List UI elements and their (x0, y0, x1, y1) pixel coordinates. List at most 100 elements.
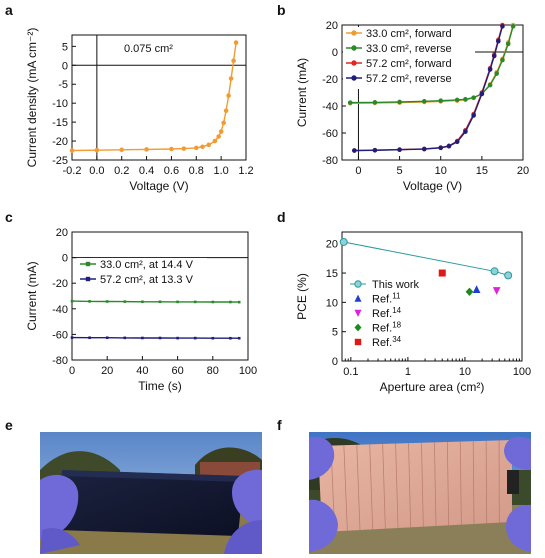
series-c-0 (70, 299, 241, 304)
legend-background-b (343, 27, 475, 89)
series-line-b-3 (354, 26, 504, 152)
data-point-b-3 (500, 24, 505, 29)
data-point-c-1 (158, 336, 162, 340)
x-tick-label-b: 5 (397, 165, 403, 177)
data-point-a-0 (206, 142, 212, 148)
legend-marker-d (354, 323, 362, 332)
y-tick-label-d: 5 (332, 327, 338, 339)
y-tick-label-b: -60 (322, 128, 338, 140)
plot-frame-c (71, 231, 249, 361)
series-line-b-1 (350, 26, 514, 104)
y-tick-label-d: 10 (326, 297, 338, 309)
data-point-a-0 (233, 40, 239, 45)
photo-f (309, 432, 531, 554)
x-tick-label-d: 1 (405, 366, 411, 378)
data-point-c-0 (105, 300, 109, 303)
y-tick-label-c: -40 (52, 304, 68, 316)
legend-superscript-d: 18 (392, 321, 401, 330)
junction-clip (507, 470, 519, 494)
series-d-1 (472, 285, 481, 293)
x-tick-label-d: 10 (459, 366, 471, 378)
series-line-c-0 (71, 300, 240, 303)
module-subcell-line (408, 443, 412, 528)
legend-label-c: 57.2 cm², at 13.3 V (100, 274, 194, 286)
legend-marker-d (354, 309, 362, 317)
data-point-b-1 (487, 82, 493, 88)
data-point-d-2 (492, 287, 501, 295)
data-point-b-1 (438, 98, 444, 104)
series-line-a-0 (71, 42, 237, 152)
legend-marker-b (351, 30, 357, 36)
data-point-a-0 (181, 146, 187, 151)
module-subcell-line (446, 441, 450, 526)
y-tick-label-b: -80 (322, 155, 338, 167)
series-line-c-1 (71, 336, 240, 339)
module-subcell-line (485, 440, 488, 524)
x-tick-label-a: 0.0 (89, 165, 104, 177)
y-tick-label-c: 20 (56, 227, 68, 239)
x-tick-label-a: 0.8 (189, 165, 204, 177)
panel-letter-c: c (5, 209, 13, 225)
legend-marker-d (354, 280, 362, 288)
x-tick-label-c: 40 (136, 365, 148, 377)
panel-letter-f: f (277, 417, 282, 433)
series-d-2 (492, 287, 501, 295)
data-point-c-0 (158, 300, 162, 304)
data-point-a-0 (144, 147, 149, 152)
data-point-c-1 (211, 336, 215, 340)
series-d-4 (438, 269, 446, 277)
glove-left-f (309, 436, 338, 552)
y-axis-label-c: Current (mA) (25, 261, 39, 330)
data-point-b-1 (494, 71, 499, 76)
x-tick-label-c: 100 (239, 365, 257, 377)
data-point-b-3 (479, 91, 485, 97)
module-subcell-line (369, 444, 374, 530)
legend-marker-b (351, 75, 357, 81)
legend-label-d: Ref.18 (372, 321, 402, 335)
y-tick-label-a: -10 (52, 98, 68, 110)
y-axis-label-a: Current density (mA cm⁻²) (25, 28, 39, 168)
y-axis-label-b: Current (mA) (295, 58, 309, 127)
y-tick-label-c: -80 (52, 355, 68, 367)
chart-d: 0.1 1 10 100 0 5 10 15 20 Aperture area (cm²) PCE … (295, 231, 531, 394)
data-point-d-3 (465, 287, 474, 297)
solar-module-dark (58, 470, 244, 536)
data-point-a-0 (223, 108, 229, 114)
series-d-3 (465, 287, 474, 297)
series-b-3 (352, 24, 505, 153)
x-tick-label-c: 20 (101, 365, 113, 377)
data-point-b-3 (454, 139, 460, 145)
data-point-a-0 (94, 147, 100, 153)
legend-superscript-d: 11 (392, 292, 401, 301)
data-point-a-0 (69, 148, 75, 153)
data-point-a-0 (169, 146, 174, 152)
x-tick-label-a: 1.2 (238, 165, 253, 177)
data-point-d-0 (339, 237, 348, 246)
data-point-a-0 (119, 147, 125, 153)
x-tick-label-a: 1.0 (213, 165, 228, 177)
series-d-0 (339, 237, 513, 280)
data-point-c-1 (237, 336, 241, 340)
legend-label-d: Ref.11 (372, 292, 401, 306)
legend-label-d: Ref.34 (372, 335, 402, 349)
x-tick-label-a: 0.2 (114, 165, 129, 177)
data-point-c-0 (176, 300, 179, 304)
data-point-a-0 (193, 145, 199, 151)
data-point-b-3 (397, 147, 402, 153)
data-point-b-3 (487, 67, 493, 72)
data-point-b-3 (491, 53, 497, 59)
legend-background-c (77, 258, 207, 290)
data-point-c-0 (141, 300, 144, 304)
data-point-b-3 (446, 143, 452, 149)
module-subcell-line (459, 441, 462, 525)
x-tick-label-b: 20 (517, 165, 529, 177)
y-tick-label-a: 0 (62, 60, 68, 72)
data-point-d-0 (504, 271, 513, 280)
y-tick-label-d: 20 (326, 239, 338, 251)
y-tick-label-b: 0 (332, 47, 338, 59)
plot-frame-d (341, 231, 523, 362)
data-point-c-1 (88, 336, 91, 340)
panel-a-area-annotation: 0.075 cm² (124, 43, 173, 55)
data-point-d-0 (490, 267, 499, 276)
data-point-b-1 (463, 96, 468, 102)
